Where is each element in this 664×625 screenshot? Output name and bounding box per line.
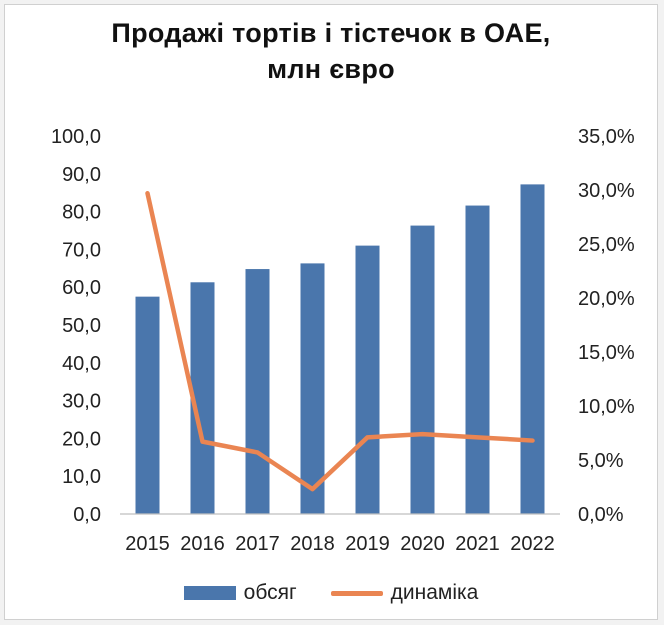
- chart-title-line-2: млн євро: [267, 54, 395, 84]
- y-left-tick-label: 80,0: [62, 202, 101, 224]
- bar-2017: [245, 269, 270, 514]
- x-tick-label: 2019: [345, 533, 390, 555]
- y-left-tick-label: 70,0: [62, 239, 101, 261]
- x-tick-label: 2016: [180, 533, 225, 555]
- bar-2020: [410, 225, 435, 514]
- bar-2022: [520, 184, 545, 514]
- y-left-tick-label: 10,0: [62, 466, 101, 488]
- y-left-tick-label: 50,0: [62, 315, 101, 337]
- legend-label-dynamics: динаміка: [390, 581, 479, 604]
- left-axis: 0,0 10,0 20,0 30,0 40,0 50,0 60,0 70,0 80,0 90,0 1…: [51, 126, 101, 526]
- y-left-tick-label: 0,0: [73, 504, 101, 526]
- y-left-tick-label: 40,0: [62, 353, 101, 375]
- y-left-tick-label: 30,0: [62, 391, 101, 413]
- bar-2018: [300, 263, 325, 514]
- bar-2019: [355, 245, 380, 514]
- bar-series: [135, 184, 545, 514]
- y-right-tick-label: 15,0%: [578, 342, 635, 364]
- chart-frame: Продажі тортів і тістечок в ОАЕ, млн євр…: [4, 4, 658, 620]
- chart-plot: 0,0 10,0 20,0 30,0 40,0 50,0 60,0 70,0 80,0 90,0 1…: [51, 126, 635, 555]
- x-tick-label: 2017: [235, 533, 280, 555]
- legend-swatch-volume: [183, 586, 236, 600]
- bar-2015: [135, 296, 160, 514]
- x-tick-label: 2022: [510, 533, 555, 555]
- y-right-tick-label: 5,0%: [578, 450, 624, 472]
- x-tick-label: 2015: [125, 533, 170, 555]
- chart-title: Продажі тортів і тістечок в ОАЕ, млн євр…: [5, 15, 657, 87]
- y-left-tick-label: 90,0: [62, 164, 101, 186]
- y-right-tick-label: 10,0%: [578, 396, 635, 418]
- line-dynamics: [145, 190, 535, 492]
- y-right-tick-label: 30,0%: [578, 180, 635, 202]
- bar-2021: [465, 205, 490, 514]
- y-left-tick-label: 60,0: [62, 277, 101, 299]
- x-tick-label: 2020: [400, 533, 445, 555]
- y-left-tick-label: 100,0: [51, 126, 101, 148]
- legend-swatch-dynamics: [330, 590, 383, 596]
- x-tick-label: 2018: [290, 533, 335, 555]
- legend-label-volume: обсяг: [243, 581, 297, 604]
- legend: обсяг динаміка: [5, 581, 657, 605]
- y-left-tick-label: 20,0: [62, 428, 101, 450]
- line-series: [145, 190, 535, 492]
- chart-title-line-1: Продажі тортів і тістечок в ОАЕ,: [111, 18, 551, 48]
- legend-item-volume: обсяг: [183, 581, 297, 605]
- y-right-tick-label: 0,0%: [578, 504, 624, 526]
- y-right-tick-label: 20,0%: [578, 288, 635, 310]
- right-axis: 0,0% 5,0% 10,0% 15,0% 20,0% 25,0% 30,0% 35,0%: [578, 126, 635, 526]
- x-axis: 2015 2016 2017 2018 2019 2020 2021 2022: [120, 513, 560, 555]
- x-tick-label: 2021: [455, 533, 500, 555]
- y-right-tick-label: 25,0%: [578, 234, 635, 256]
- y-right-tick-label: 35,0%: [578, 126, 635, 148]
- legend-item-dynamics: динаміка: [330, 581, 479, 605]
